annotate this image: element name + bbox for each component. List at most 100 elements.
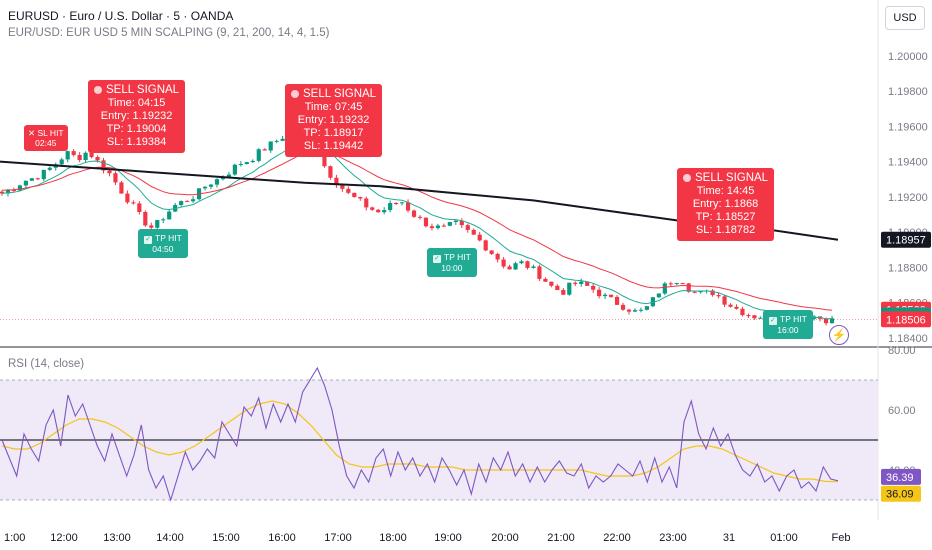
candle-body <box>459 220 464 226</box>
candle-body <box>71 151 76 156</box>
candle-body <box>441 225 446 227</box>
price-tick-label: 1.20000 <box>888 51 928 63</box>
candle-body <box>250 160 255 163</box>
candle-body <box>758 317 763 319</box>
candle-body <box>190 199 196 202</box>
time-tick-label: 1:00 <box>4 532 25 544</box>
time-tick-label: 23:00 <box>659 532 687 544</box>
candle-body <box>722 296 727 305</box>
candle-body <box>382 210 387 213</box>
candle-body <box>597 289 602 297</box>
candle-body <box>620 304 626 310</box>
candle-body <box>95 156 100 161</box>
time-axis[interactable]: 1:00 12:00 13:00 14:00 15:00 16:00 17:00 18:00 1… <box>4 532 850 544</box>
candle-body <box>29 178 34 181</box>
candle-body <box>525 261 530 268</box>
candle-body <box>501 259 506 267</box>
price-tick-label: 1.19800 <box>888 86 928 98</box>
candle-body <box>489 250 494 254</box>
candle-body <box>256 149 261 161</box>
candle-body <box>125 193 130 203</box>
moving-averages <box>0 137 878 320</box>
candle-body <box>650 297 655 307</box>
candle-body <box>423 217 429 227</box>
time-tick-label: 12:00 <box>50 532 78 544</box>
signal-dot-icon <box>683 174 691 182</box>
candle-body <box>603 294 608 297</box>
candle-body <box>101 160 106 171</box>
candle-body <box>89 152 94 157</box>
sl-hit-label: ✕ SL HIT 02:45 <box>24 125 68 151</box>
candle-body <box>149 225 154 228</box>
time-tick-label: 21:00 <box>547 532 575 544</box>
candle-body <box>626 309 632 312</box>
price-tick-label: 1.18400 <box>888 333 928 345</box>
candle-body <box>680 283 685 285</box>
candle-body <box>364 198 369 208</box>
candle-body <box>692 291 697 293</box>
candle-body <box>394 202 399 204</box>
candle-body <box>47 167 52 170</box>
candle-body <box>561 290 566 295</box>
candle-body <box>435 225 441 229</box>
ema-fast-line <box>1 137 833 320</box>
time-tick-label: 16:00 <box>268 532 296 544</box>
candle-body <box>453 220 458 223</box>
sell-signal-label: SELL SIGNAL Time: 14:45 Entry: 1.1868 TP: … <box>677 168 775 241</box>
time-tick-label: 31 <box>723 532 735 544</box>
time-tick-label: 20:00 <box>491 532 519 544</box>
candle-body <box>226 174 232 178</box>
rsi-ma-line <box>1 400 839 483</box>
check-icon: ✓ <box>144 236 152 244</box>
candle-body <box>131 202 136 204</box>
candle-body <box>734 306 739 309</box>
price-tick-label: 1.18800 <box>888 262 928 274</box>
candle-body <box>567 282 572 295</box>
price-tick-label: 1.19600 <box>888 121 928 133</box>
candle-body <box>274 140 279 142</box>
candle-body <box>579 281 584 284</box>
candle-body <box>632 310 638 312</box>
time-tick-label: 17:00 <box>324 532 352 544</box>
candle-body <box>143 211 148 226</box>
candle-body <box>656 293 661 298</box>
candle-body <box>65 151 70 160</box>
candle-body <box>465 225 470 230</box>
candle-body <box>823 318 829 324</box>
candle-body <box>0 191 5 194</box>
candle-body <box>483 240 488 251</box>
lightning-icon[interactable]: ⚡ <box>829 325 849 345</box>
candle-body <box>507 266 512 270</box>
candle-body <box>537 266 542 279</box>
candle-body <box>155 220 160 228</box>
candle-body <box>513 263 518 270</box>
signal-dot-icon <box>291 90 299 98</box>
check-icon: ✓ <box>433 255 441 263</box>
candle-body <box>716 295 721 297</box>
tp-hit-label: ✓ TP HIT 16:00 <box>763 310 813 339</box>
candle-body <box>238 164 243 166</box>
time-tick-label: 22:00 <box>603 532 631 544</box>
candle-body <box>334 177 339 185</box>
price-tag-label: 1.18957 <box>886 235 926 247</box>
candle-body <box>573 282 578 284</box>
candle-body <box>41 169 46 180</box>
candle-body <box>262 149 267 151</box>
price-axis[interactable]: 1.200001.198001.196001.194001.192001.190… <box>881 51 931 345</box>
rsi-title: RSI (14, close) <box>8 358 85 370</box>
candle-body <box>429 226 435 229</box>
candle-body <box>59 159 64 165</box>
candle-body <box>417 216 423 218</box>
time-tick-label: 18:00 <box>379 532 407 544</box>
candle-body <box>220 177 226 180</box>
price-tag <box>881 311 931 328</box>
candle-body <box>746 315 751 317</box>
candle-body <box>11 189 17 191</box>
rsi-value-tag <box>881 468 921 485</box>
candle-body <box>214 179 220 185</box>
candle-body <box>208 184 214 187</box>
currency-button[interactable]: USD <box>885 6 925 30</box>
candle-body <box>543 278 548 282</box>
